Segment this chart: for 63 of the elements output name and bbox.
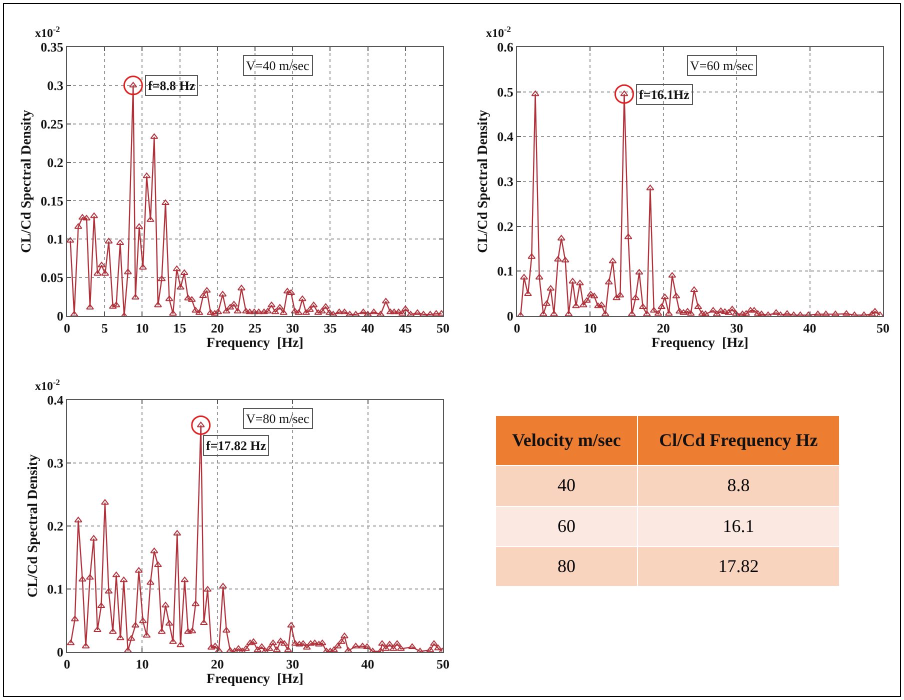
annotation: V=80 m/sec — [246, 411, 310, 426]
y-tick-label: 0.35 — [40, 40, 64, 55]
x-tick-label: 15 — [173, 320, 187, 336]
text: x10$^{-2}$ — [486, 25, 511, 40]
x-tick-label: 50 — [876, 320, 890, 336]
text: 8.8 — [637, 466, 840, 506]
x-tick-label: 30 — [286, 320, 300, 336]
x-tick-label: 50 — [436, 656, 450, 672]
y-tick-label: 0.1 — [47, 232, 64, 247]
annotation: f=17.82 Hz — [206, 438, 266, 453]
text: 80 — [496, 546, 638, 586]
x-tick-label: 40 — [803, 320, 816, 336]
x-tick-label: 30 — [730, 320, 744, 336]
text: 60 — [496, 506, 638, 546]
x-tick-label: 30 — [286, 656, 300, 672]
y-tick-label: 0 — [506, 308, 514, 324]
x-tick-label: 20 — [210, 656, 224, 672]
x-tick-label: 20 — [656, 320, 670, 336]
y-tick-label: 0.3 — [497, 174, 514, 190]
y-axis-title: CL/Cd Spectral Density — [476, 110, 491, 254]
x-tick-label: 20 — [210, 320, 224, 336]
x-axis-title: Frequency [Hz] — [206, 336, 304, 351]
y-axis-title: CL/Cd Spectral Density — [26, 454, 41, 598]
y-tick-label: 0.4 — [497, 129, 514, 144]
y-tick-label: 0.2 — [47, 154, 64, 170]
x-tick-label: 5 — [101, 320, 108, 336]
x-axis-title: Frequency [Hz] — [652, 336, 748, 351]
y-tick-label: 0 — [56, 308, 64, 324]
annotation: V=40 m/sec — [246, 58, 310, 73]
y-tick-label: 0.6 — [497, 40, 514, 55]
y-tick-label: 0.05 — [40, 270, 64, 286]
y-axis-title: CL/Cd Spectral Density — [19, 110, 34, 254]
annotation: f=16.1Hz — [639, 87, 690, 102]
y-tick-label: 0 — [56, 644, 64, 660]
x-tick-label: 40 — [361, 320, 374, 336]
x-tick-label: 35 — [324, 320, 338, 336]
x-tick-label: 40 — [361, 656, 374, 672]
y-tick-label: 0.25 — [40, 116, 64, 132]
annotation: f=8.8 Hz — [148, 78, 196, 93]
y-tick-label: 0.3 — [47, 456, 64, 471]
y-tick-label: 0.2 — [47, 518, 64, 534]
y-tick-label: 0.3 — [47, 78, 64, 93]
x-tick-label: 50 — [436, 320, 450, 336]
text: Cl/Cd Frequency Hz — [637, 416, 840, 466]
text: x10$^{-2}$ — [35, 378, 60, 394]
x-tick-label: 10 — [136, 320, 149, 336]
x-tick-label: 10 — [584, 320, 597, 336]
y-tick-label: 0.4 — [47, 392, 64, 408]
text: 16.1 — [637, 506, 840, 546]
text: 17.82 — [637, 546, 840, 586]
y-tick-label: 0.5 — [497, 84, 514, 100]
annotation: V=60 m/sec — [690, 58, 754, 73]
y-tick-label: 0.15 — [40, 193, 64, 208]
y-tick-label: 0.1 — [47, 582, 64, 597]
text: x10$^{-2}$ — [35, 25, 60, 40]
text: 40 — [496, 466, 638, 506]
text: Velocity m/sec — [496, 416, 638, 466]
y-tick-label: 0.2 — [497, 218, 514, 234]
x-tick-label: 10 — [136, 656, 149, 672]
x-axis-title: Frequency [Hz] — [206, 672, 304, 687]
x-tick-label: 25 — [248, 320, 262, 336]
x-tick-label: 45 — [398, 320, 412, 336]
y-tick-label: 0.1 — [497, 264, 514, 279]
